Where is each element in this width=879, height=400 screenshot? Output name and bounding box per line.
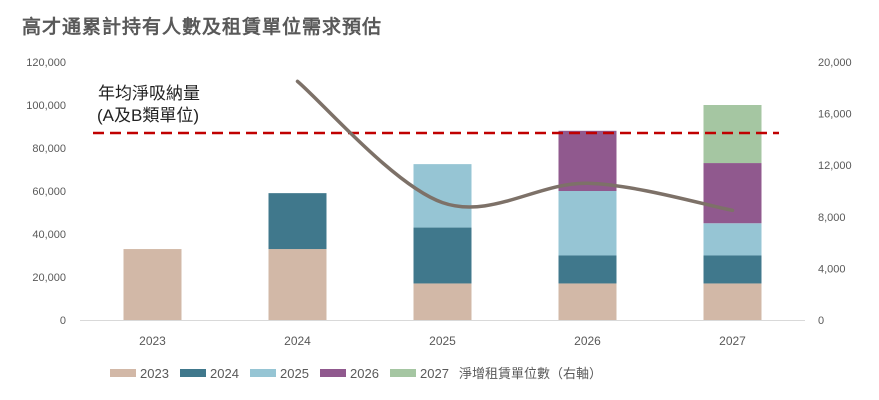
legend-swatch-2027 <box>390 369 416 377</box>
bar-2023-2026 <box>558 283 617 320</box>
bar-2026-2027 <box>703 163 762 224</box>
left-axis-tick-label: 40,000 <box>32 229 66 241</box>
right-axis-tick-label: 16,000 <box>818 109 852 121</box>
left-axis-tick-label: 100,000 <box>26 100 66 112</box>
line-series-net-rental-units <box>295 79 735 213</box>
x-axis-tick-label: 2024 <box>284 334 311 348</box>
left-axis-tick-label: 0 <box>60 315 66 327</box>
bar-2025-2027 <box>703 223 762 256</box>
left-axis-tick-label: 20,000 <box>32 272 66 284</box>
bar-2024-2027 <box>703 255 762 284</box>
x-axis-tick-label: 2027 <box>719 334 746 348</box>
right-axis-tick-label: 20,000 <box>818 57 852 69</box>
bar-2024-2024 <box>268 193 327 250</box>
legend-swatch-2024 <box>180 369 206 377</box>
chart-title: 高才通累計持有人數及租賃單位需求預估 <box>22 17 383 38</box>
left-axis-tick-label: 80,000 <box>32 143 66 155</box>
right-axis-tick-label: 0 <box>818 315 824 327</box>
legend-label-2024: 2024 <box>210 366 239 381</box>
legend-label-2027: 2027 <box>420 366 449 381</box>
bar-2023-2024 <box>268 249 327 320</box>
legend-swatch-2023 <box>110 369 136 377</box>
bar-2023-2025 <box>413 283 472 320</box>
right-axis-tick-label: 8,000 <box>818 212 846 224</box>
left-axis-tick-label: 60,000 <box>32 186 66 198</box>
right-axis-tick-label: 12,000 <box>818 160 852 172</box>
bar-2024-2026 <box>558 255 617 284</box>
x-axis-tick-label: 2023 <box>139 334 166 348</box>
left-axis-tick-label: 120,000 <box>26 57 66 69</box>
x-axis-tick-label: 2026 <box>574 334 601 348</box>
reference-line-label: 年均淨吸納量 <box>98 84 200 103</box>
legend-label-2026: 2026 <box>350 366 379 381</box>
legend-label-2023: 2023 <box>140 366 169 381</box>
legend-label-2025: 2025 <box>280 366 309 381</box>
bar-2024-2025 <box>413 227 472 284</box>
bar-2026-2026 <box>558 130 617 191</box>
legend-label-line-series: 淨增租賃單位數（右軸） <box>459 366 602 381</box>
reference-line-label-2: (A及B類單位) <box>97 106 199 125</box>
legend-swatch-2025 <box>250 369 276 377</box>
right-axis-tick-label: 4,000 <box>818 263 846 275</box>
legend-swatch-2026 <box>320 369 346 377</box>
x-axis-tick-label: 2025 <box>429 334 456 348</box>
bar-2025-2025 <box>413 164 472 228</box>
bar-2023-2027 <box>703 283 762 320</box>
bar-2023-2023 <box>123 249 182 320</box>
bar-2025-2026 <box>558 191 617 256</box>
